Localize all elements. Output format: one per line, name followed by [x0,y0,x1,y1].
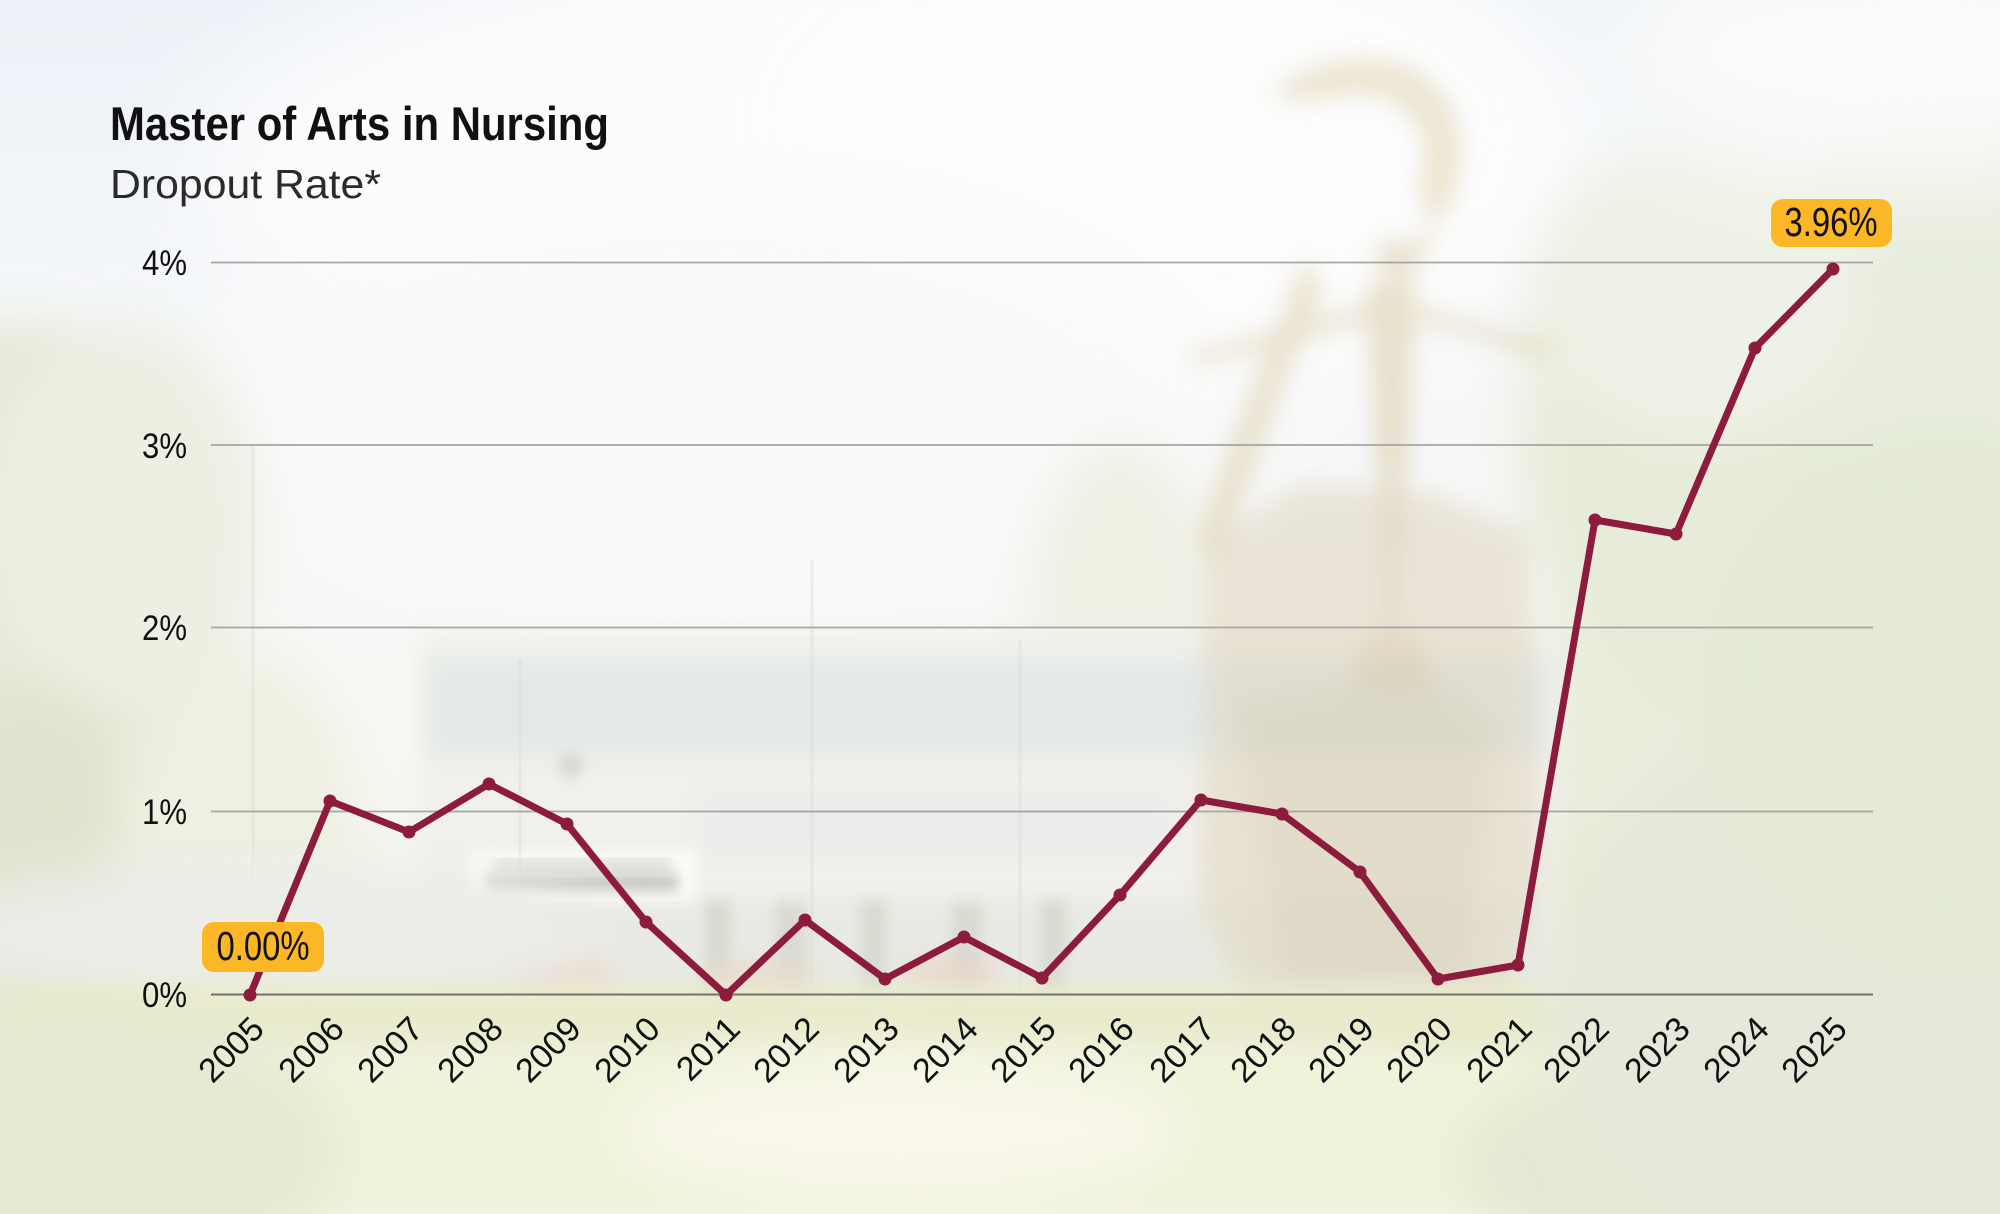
svg-text:1%: 1% [142,792,187,832]
svg-text:0.00%: 0.00% [217,923,310,969]
svg-text:3%: 3% [142,426,187,466]
svg-text:Dropout Rate*: Dropout Rate* [110,161,381,207]
svg-text:3.96%: 3.96% [1785,199,1878,245]
svg-text:2%: 2% [142,608,187,648]
svg-text:Master of Arts in Nursing: Master of Arts in Nursing [110,97,609,150]
svg-text:0%: 0% [142,975,187,1015]
svg-text:4%: 4% [142,243,187,283]
